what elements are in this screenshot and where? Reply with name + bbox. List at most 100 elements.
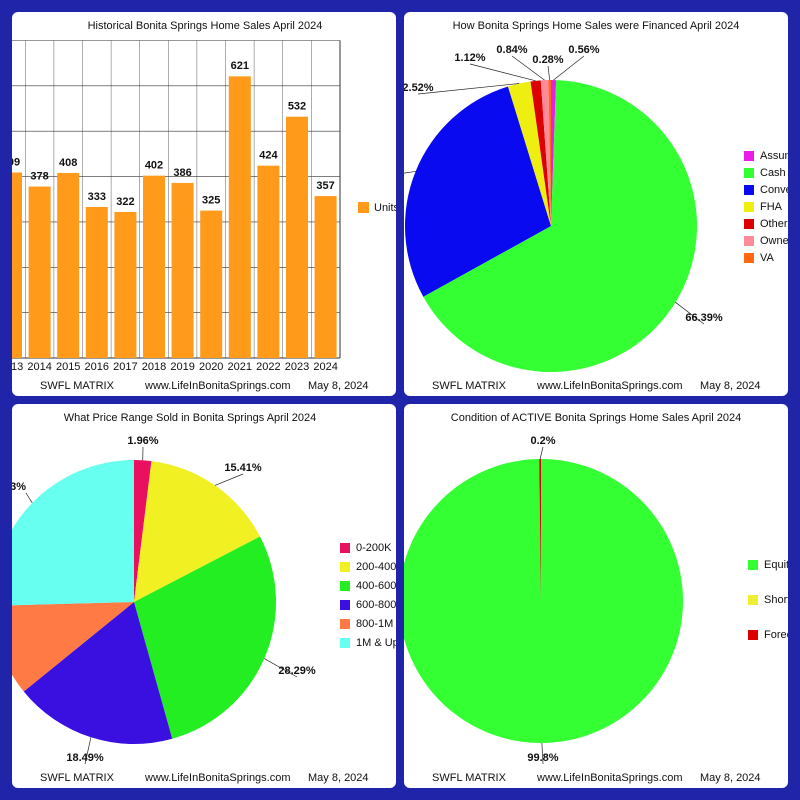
legend-swatch (358, 202, 369, 213)
pie-slice (507, 81, 551, 226)
pie-slice (134, 536, 276, 739)
footer-text: May 8, 2024 (308, 380, 369, 392)
bar-chart: Historical Bonita Springs Home Sales Apr… (0, 20, 400, 392)
pie-slice (548, 80, 551, 226)
pie-slice (404, 459, 683, 743)
value-label: 378 (30, 170, 48, 182)
pie-slice (530, 80, 551, 226)
value-label: 25.43% (0, 481, 26, 493)
legend-label: Assumption (760, 150, 800, 162)
value-label: 322 (116, 196, 134, 208)
chart-title: Condition of ACTIVE Bonita Springs Home … (451, 412, 741, 424)
x-tick-label: 2023 (285, 361, 309, 373)
pie-slice (12, 460, 134, 606)
pie-slice (551, 80, 557, 226)
value-label: 99.8% (527, 752, 558, 764)
footer-text: SWFL MATRIX (432, 772, 507, 784)
footer-text: www.LifeInBonitaSprings.com (536, 380, 683, 392)
value-label: 357 (316, 180, 334, 192)
value-label: 386 (173, 167, 191, 179)
value-label: 0.2% (530, 435, 555, 447)
legend-label: 0-200K (356, 542, 392, 554)
x-tick-label: 2022 (256, 361, 280, 373)
value-label: 402 (145, 160, 163, 172)
bar (12, 172, 22, 358)
legend-swatch (340, 600, 350, 610)
legend-label: Foreclosure (764, 629, 800, 641)
bar (28, 186, 51, 358)
leader-line (541, 742, 544, 765)
value-label: 409 (2, 156, 20, 168)
value-label: 18.49% (66, 752, 104, 764)
legend-label: Short Sale (764, 594, 800, 606)
pie-slice (12, 602, 134, 692)
legend-label: Other (760, 218, 788, 230)
legend-swatch (744, 185, 754, 195)
legend-label: Cash (760, 167, 786, 179)
legend-swatch (340, 638, 350, 648)
pie-slice (540, 80, 551, 227)
legend-swatch (744, 202, 754, 212)
legend-label: FHA (760, 201, 783, 213)
legend-label: Equity (764, 559, 795, 571)
x-tick-label: 2024 (313, 361, 337, 373)
value-label: 333 (88, 191, 106, 203)
chart-title: Historical Bonita Springs Home Sales Apr… (88, 20, 323, 32)
leader-line (511, 55, 545, 81)
legend-label: 600-800K (356, 599, 404, 611)
legend-label: Units (374, 202, 400, 214)
legend-swatch (744, 236, 754, 246)
footer-text: May 8, 2024 (700, 380, 761, 392)
leader-line (25, 492, 33, 504)
x-tick-label: 2014 (27, 361, 51, 373)
bar (314, 196, 337, 358)
value-label: 325 (202, 194, 220, 206)
legend-label: Conventional (760, 184, 800, 196)
footer-text: www.LifeInBonitaSprings.com (144, 380, 291, 392)
legend-swatch (744, 168, 754, 178)
bar (114, 211, 137, 358)
bar (57, 172, 80, 358)
footer-text: SWFL MATRIX (40, 772, 115, 784)
value-label: 0.28% (532, 54, 563, 66)
value-label: 0.56% (568, 44, 599, 56)
bar (228, 76, 251, 358)
value-label: 1.12% (454, 52, 485, 64)
leader-line (404, 171, 416, 175)
bar (171, 182, 194, 358)
leader-line (675, 302, 705, 325)
bar (257, 165, 280, 358)
legend-label: Owner Financed (760, 235, 800, 247)
leader-line (553, 55, 585, 81)
legend-label: VA (760, 252, 775, 264)
leader-line (214, 473, 244, 486)
pie-slice (23, 602, 173, 744)
legend-swatch (744, 253, 754, 263)
pie-chart: What Price Range Sold in Bonita Springs … (0, 412, 404, 784)
value-label: 0.84% (496, 44, 527, 56)
chart-title: How Bonita Springs Home Sales were Finan… (453, 20, 740, 32)
leader-line (469, 63, 536, 82)
pie-slice (539, 459, 541, 601)
pie-slice (134, 460, 152, 602)
x-tick-label: 2020 (199, 361, 223, 373)
pie-slice (423, 80, 697, 373)
value-label: 15.41% (224, 462, 262, 474)
bar (143, 175, 165, 358)
legend-label: 1M & Up (356, 637, 399, 649)
pie-slice (134, 461, 260, 602)
footer-text: www.LifeInBonitaSprings.com (536, 772, 683, 784)
leader-line (547, 65, 551, 81)
pie-chart: Condition of ACTIVE Bonita Springs Home … (404, 412, 800, 784)
footer-text: May 8, 2024 (700, 772, 761, 784)
x-tick-label: 2013 (0, 361, 23, 373)
value-label: 28.29% (278, 665, 316, 677)
x-tick-label: 2019 (170, 361, 194, 373)
legend-label: 400-600K (356, 580, 404, 592)
pie-slice (405, 86, 551, 297)
footer-text: SWFL MATRIX (432, 380, 507, 392)
bar (85, 206, 108, 358)
chart-title: What Price Range Sold in Bonita Springs … (64, 412, 317, 424)
value-label: 424 (259, 150, 278, 162)
